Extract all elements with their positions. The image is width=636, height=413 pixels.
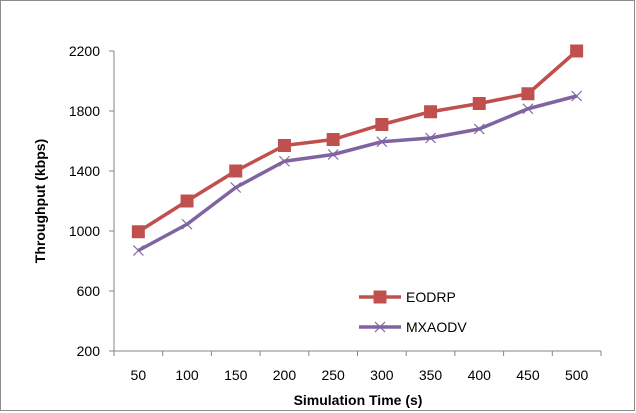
legend-entry-mxaodv: MXAODV xyxy=(359,319,467,335)
legend-label-mxaodv: MXAODV xyxy=(406,319,467,335)
x-marker-stroke xyxy=(376,136,388,148)
x-tick-label: 300 xyxy=(370,367,394,383)
data-point-eodrp xyxy=(424,105,438,119)
data-point-mxaodv xyxy=(571,90,583,102)
x-marker-stroke xyxy=(230,182,242,193)
x-tick-label: 450 xyxy=(516,367,540,383)
x-tick-label: 100 xyxy=(175,367,199,383)
x-tick-label: 50 xyxy=(131,367,147,383)
x-marker-stroke xyxy=(132,245,144,256)
x-tick-label: 150 xyxy=(224,367,248,383)
legend-entry-eodrp: EODRP xyxy=(359,289,456,305)
x-axis-title: Simulation Time (s) xyxy=(294,392,423,408)
x-tick-label: 500 xyxy=(565,367,589,383)
data-point-mxaodv xyxy=(425,132,436,144)
y-tick-label: 200 xyxy=(77,343,101,359)
series-lines xyxy=(131,44,584,256)
x-marker-stroke xyxy=(327,149,339,160)
x-marker-stroke xyxy=(279,155,290,167)
y-tick-label: 1000 xyxy=(69,223,100,239)
x-marker-stroke xyxy=(425,132,436,144)
x-marker-stroke xyxy=(473,123,485,135)
data-point-eodrp xyxy=(180,194,194,208)
x-marker-stroke xyxy=(522,103,534,115)
data-point-mxaodv xyxy=(132,245,144,256)
data-point-eodrp xyxy=(229,164,243,178)
data-point-eodrp xyxy=(326,133,340,146)
data-point-eodrp xyxy=(570,44,584,58)
data-point-eodrp xyxy=(472,97,486,110)
x-tick-label: 400 xyxy=(468,367,492,383)
data-point-mxaodv xyxy=(522,103,534,115)
x-tick-label: 200 xyxy=(273,367,297,383)
data-point-eodrp xyxy=(277,139,291,152)
data-point-eodrp xyxy=(375,118,389,131)
y-tick-label: 1400 xyxy=(69,163,100,179)
data-point-mxaodv xyxy=(230,182,242,193)
series-eodrp xyxy=(131,44,584,239)
data-point-eodrp xyxy=(521,87,535,101)
y-tick-label: 600 xyxy=(77,283,101,299)
series-line-eodrp xyxy=(137,49,578,234)
y-axis-title: Throughput (kbps) xyxy=(32,139,48,263)
y-tick-label: 1800 xyxy=(69,103,100,119)
x-marker-stroke xyxy=(571,90,583,102)
x-marker-stroke xyxy=(181,218,193,230)
data-point-mxaodv xyxy=(327,149,339,160)
data-point-mxaodv xyxy=(181,218,193,230)
data-point-mxaodv xyxy=(376,136,388,148)
legend: EODRP MXAODV xyxy=(359,289,467,335)
legend-marker-eodrp xyxy=(373,290,387,304)
y-tick-label: 2200 xyxy=(69,43,100,59)
data-point-mxaodv xyxy=(279,155,290,167)
axes xyxy=(109,50,602,356)
x-tick-label: 350 xyxy=(419,367,443,383)
series-line-mxaodv xyxy=(137,94,578,253)
x-marker-stroke xyxy=(374,321,386,333)
legend-label-eodrp: EODRP xyxy=(406,289,456,305)
legend-marker-mxaodv xyxy=(374,321,386,333)
x-tick-label: 250 xyxy=(321,367,345,383)
data-point-eodrp xyxy=(131,225,145,239)
data-point-mxaodv xyxy=(473,123,485,135)
series-mxaodv xyxy=(132,90,583,256)
tick-labels: 200 600 1000 1400 1800 2200 50 100 150 200 250 300 3… xyxy=(69,43,589,383)
